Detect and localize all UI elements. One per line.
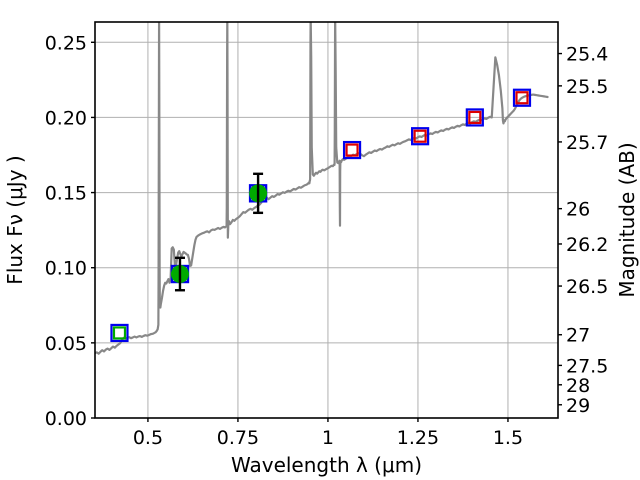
data-point-inner-square <box>413 129 427 143</box>
y-tick-label-left: 0.05 <box>45 333 87 355</box>
x-tick-label: 0.75 <box>217 427 259 449</box>
y-tick-label-left: 0.15 <box>45 183 87 205</box>
y-tick-label-left: 0.10 <box>45 258 87 280</box>
y-tick-label-left: 0.00 <box>45 408 87 430</box>
x-tick-label: 1.25 <box>397 427 439 449</box>
y-tick-label-right: 26.5 <box>566 276 608 298</box>
x-tick-label: 1 <box>322 427 334 449</box>
data-point-outer-square <box>465 108 484 127</box>
y-tick-label-right: 29 <box>566 395 590 417</box>
y-tick-label-right: 28 <box>566 375 590 397</box>
data-point-inner-square <box>515 91 529 105</box>
y-tick-label-right: 26.2 <box>566 234 608 256</box>
y-axis-label-right: Magnitude (AB) <box>615 142 639 297</box>
y-axis-label-left: Flux Fν (μJy ) <box>3 155 27 284</box>
x-tick-label: 0.5 <box>133 427 163 449</box>
y-tick-label-right: 26 <box>566 199 590 221</box>
data-point-inner-square <box>345 143 359 157</box>
data-point-inner-square <box>468 110 482 125</box>
data-point-outer-square <box>342 140 362 160</box>
data-point-inner-square <box>112 326 127 340</box>
y-tick-label-left: 0.20 <box>45 107 87 129</box>
data-point-outer-square <box>411 127 430 146</box>
x-tick-label: 1.5 <box>493 427 523 449</box>
y-tick-label-right: 25.5 <box>566 76 608 98</box>
y-tick-label-right: 25.4 <box>566 44 608 66</box>
y-tick-label-left: 0.25 <box>45 32 87 54</box>
y-tick-label-right: 25.7 <box>566 132 608 154</box>
axes-frame <box>94 21 559 419</box>
y-tick-label-right: 27.5 <box>566 355 608 377</box>
data-point-outer-square <box>110 323 129 343</box>
y-tick-label-right: 27 <box>566 325 590 347</box>
x-axis-label: Wavelength λ (μm) <box>231 453 422 477</box>
data-point-outer-square <box>512 88 532 107</box>
spectrum-line <box>95 22 549 355</box>
